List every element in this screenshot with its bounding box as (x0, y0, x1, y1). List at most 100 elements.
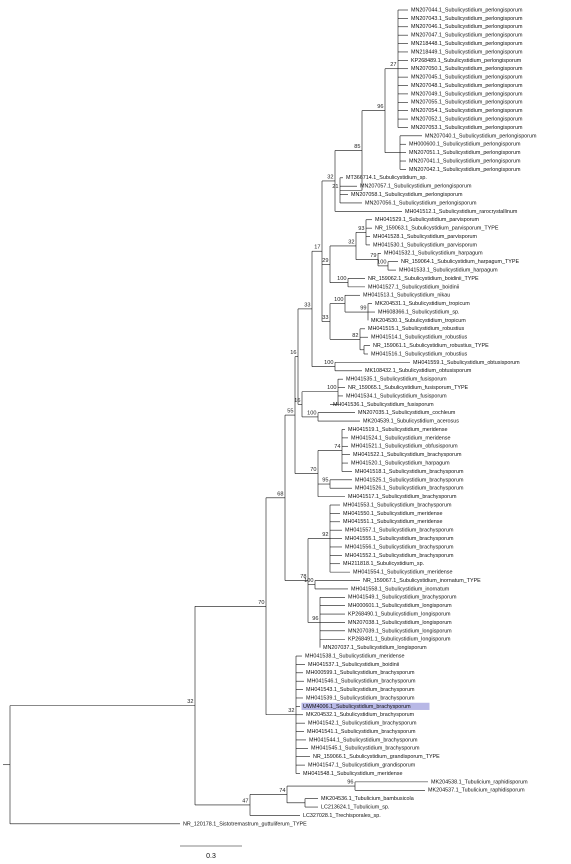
tip-label: NR_159066.1_Subulicystidium_grandisporum… (313, 754, 440, 760)
bootstrap-value: 92 (322, 532, 328, 538)
bootstrap-value: 93 (358, 226, 364, 232)
tip-label: MK204536.1_Tubulicium_bambusicola (321, 796, 414, 802)
tip-label: MH041545.1_Subulicystidium_brachysporum (311, 746, 420, 752)
tip-label: MH041516.1_Subulicystidium_robustius (371, 351, 467, 357)
tip-label: MN207045.1_Subulicystidium_perlongisporu… (411, 75, 523, 81)
tip-label: MH041547.1_Subulicystidium_grandisporum (308, 763, 416, 769)
tip-label: MK204539.1_Subulicystidium_acerosus (363, 419, 459, 425)
tip-label: MK204531.1_Subulicystidium_tropicum (375, 301, 470, 307)
tip-label: MH000599.1_Subulicystidium_brachysporum (306, 670, 415, 676)
tip-label: MH041526.1_Subulicystidium_brachysporum (355, 486, 464, 492)
tip-label: MN207044.1_Subulicystidium_perlongisporu… (411, 7, 523, 13)
tip-label: MH041550.1_Subulicystidium_meridense (343, 511, 442, 517)
tip-label: MH041519.1_Subulicystidium_meridense (348, 427, 447, 433)
tip-label: NR_159063.1_Subulicystidium_parvisporum_… (375, 226, 499, 232)
bootstrap-value: 82 (352, 333, 358, 339)
tip-label: MH041541.1_Subulicystidium_brachysporum (307, 729, 416, 735)
tip-label: MK204537.1_Tubulicium_raphidisporum (428, 788, 525, 794)
bootstrap-value: 100 (377, 259, 386, 265)
bootstrap-value: 100 (327, 385, 336, 391)
tip-label: MH041529.1_Subulicystidium_parvisporum (375, 217, 479, 223)
tip-label: KP268490.1_Subulicystidium_longisporum (348, 612, 451, 618)
tip-label: MH041555.1_Subulicystidium_brachysporum (345, 536, 454, 542)
bootstrap-value: 100 (324, 360, 333, 366)
tip-label: MH041530.1_Subulicystidium_parvisporum (373, 242, 477, 248)
tip-label: MH041542.1_Subulicystidium_brachysporum (308, 721, 417, 727)
bootstrap-value: 27 (390, 62, 396, 68)
tip-label: MN207039.1_Subulicystidium_longisporum (348, 628, 452, 634)
tip-label: NR_159061.1_Subulicystidium_robustius_TY… (373, 343, 489, 349)
tip-label: LC213624.1_Tubulicium_sp. (321, 804, 389, 810)
tip-label: MH041538.1_Subulicystidium_meridense (305, 653, 404, 659)
tip-label: MH041532.1_Subulicystidium_harpagum (384, 251, 483, 257)
bootstrap-value: 79 (370, 253, 376, 259)
tip-label: NR_159067.1_Subulicystidium_inornatum_TY… (363, 578, 481, 584)
tip-label: NR_120178.1_Sistotremastrum_guttuliferum… (183, 821, 307, 827)
bootstrap-value: 32 (348, 239, 354, 245)
tip-label: MN207055.1_Subulicystidium_perlongisporu… (411, 100, 523, 106)
tip-label: MN207050.1_Subulicystidium_perlongisporu… (411, 66, 523, 72)
tip-label: MN207049.1_Subulicystidium_perlongisporu… (411, 91, 523, 97)
tip-label: MN207042.1_Subulicystidium_perlongisporu… (409, 167, 521, 173)
tip-label: NR_159065.1_Subulicystidium_fusisporum_T… (348, 385, 469, 391)
tip-label: MN207052.1_Subulicystidium_perlongisporu… (411, 116, 523, 122)
bootstrap-value: 100 (334, 297, 343, 303)
tip-label: MT366714.1_Subulicystidium_sp. (346, 175, 427, 181)
tip-label: MK204530.1_Subulicystidium_tropicum (371, 318, 466, 324)
bootstrap-value: 74 (334, 444, 340, 450)
tip-label: MN207051.1_Subulicystidium_perlongisporu… (409, 150, 521, 156)
scale-label: 0.3 (206, 853, 216, 860)
bootstrap-value: 100 (337, 276, 346, 282)
tip-label: MH000601.1_Subulicystidium_longisporum (348, 603, 452, 609)
tip-label: MH041525.1_Subulicystidium_brachysporum (355, 477, 464, 483)
tip-label: MH041549.1_Subulicystidium_brachysporum (348, 595, 457, 601)
tip-label: MH041552.1_Subulicystidium_brachysporum (345, 553, 454, 559)
tip-label: MH041517.1_Subulicystidium_brachysporum (348, 494, 457, 500)
bootstrap-value: 78 (300, 574, 306, 580)
bootstrap-value: 17 (314, 245, 320, 251)
tip-label: MN207048.1_Subulicystidium_perlongisporu… (411, 83, 523, 89)
tip-label: MH041533.1_Subulicystidium_harpagum (399, 268, 498, 274)
bootstrap-value: 96 (312, 616, 318, 622)
tip-label: MH000600.1_Subulicystidium_perlongisporu… (409, 142, 521, 148)
tip-label: MH041522.1_Subulicystidium_brachysporum (353, 452, 462, 458)
tip-label: MN218448.1_Subulicystidium_perlongisporu… (411, 41, 523, 47)
tip-label: MH041515.1_Subulicystidium_robustius (368, 326, 464, 332)
tip-label: MN207046.1_Subulicystidium_perlongisporu… (411, 24, 523, 30)
tip-label: MH041537.1_Subulicystidium_boidinii (308, 662, 399, 668)
bootstrap-value: 70 (310, 467, 316, 473)
bootstrap-value: 33 (304, 302, 310, 308)
tip-label: MK108432.1_Subulicystidium_obtusisporum (365, 368, 472, 374)
tip-label: MN207054.1_Subulicystidium_perlongisporu… (411, 108, 523, 114)
tip-label: MH211818.1_Subulicystidium_sp. (343, 561, 424, 567)
tip-label: MH041520.1_Subulicystidium_harpagum (351, 460, 450, 466)
bootstrap-value: 55 (287, 409, 293, 415)
tip-label: MH041535.1_Subulicystidium_fusisporum (346, 377, 447, 383)
bootstrap-value: 74 (279, 788, 285, 794)
tip-label: MH041524.1_Subulicystidium_meridense (351, 435, 450, 441)
bootstrap-value: 16 (294, 398, 300, 404)
tip-label: MN207057.1_Subulicystidium_perlongisporu… (360, 184, 472, 190)
tip-label: MN207037.1_Subulicystidium_longisporum (323, 645, 427, 651)
tip-label: MH041557.1_Subulicystidium_brachysporum (345, 528, 454, 534)
tip-label: MH041513.1_Subulicystidium_nikau (363, 293, 450, 299)
tip-label: KP268491.1_Subulicystidium_longisporum (348, 637, 451, 643)
tip-label: MN207058.1_Subulicystidium_perlongisporu… (351, 192, 463, 198)
tip-label: MN207040.1_Subulicystidium_perlongisporu… (425, 133, 537, 139)
bootstrap-value: 100 (304, 578, 313, 584)
bootstrap-value: 32 (187, 699, 193, 705)
bootstrap-value: 100 (307, 410, 316, 416)
bootstrap-value: 47 (242, 798, 248, 804)
tip-label: MH041527.1_Subulicystidium_boidinii (368, 284, 459, 290)
tip-label: MH041546.1_Subulicystidium_brachysporum (307, 679, 416, 685)
bootstrap-value: 96 (347, 780, 353, 786)
tip-label: MH041554.1_Subulicystidium_meridense (353, 570, 452, 576)
bootstrap-value: 96 (377, 104, 383, 110)
bootstrap-value: 33 (322, 315, 328, 321)
tip-label: MN207053.1_Subulicystidium_perlongisporu… (411, 125, 523, 131)
tip-label: MH041528.1_Subulicystidium_parvisporum (373, 234, 477, 240)
bootstrap-value: 16 (290, 350, 296, 356)
tip-label: MN207038.1_Subulicystidium_longisporum (348, 620, 452, 626)
